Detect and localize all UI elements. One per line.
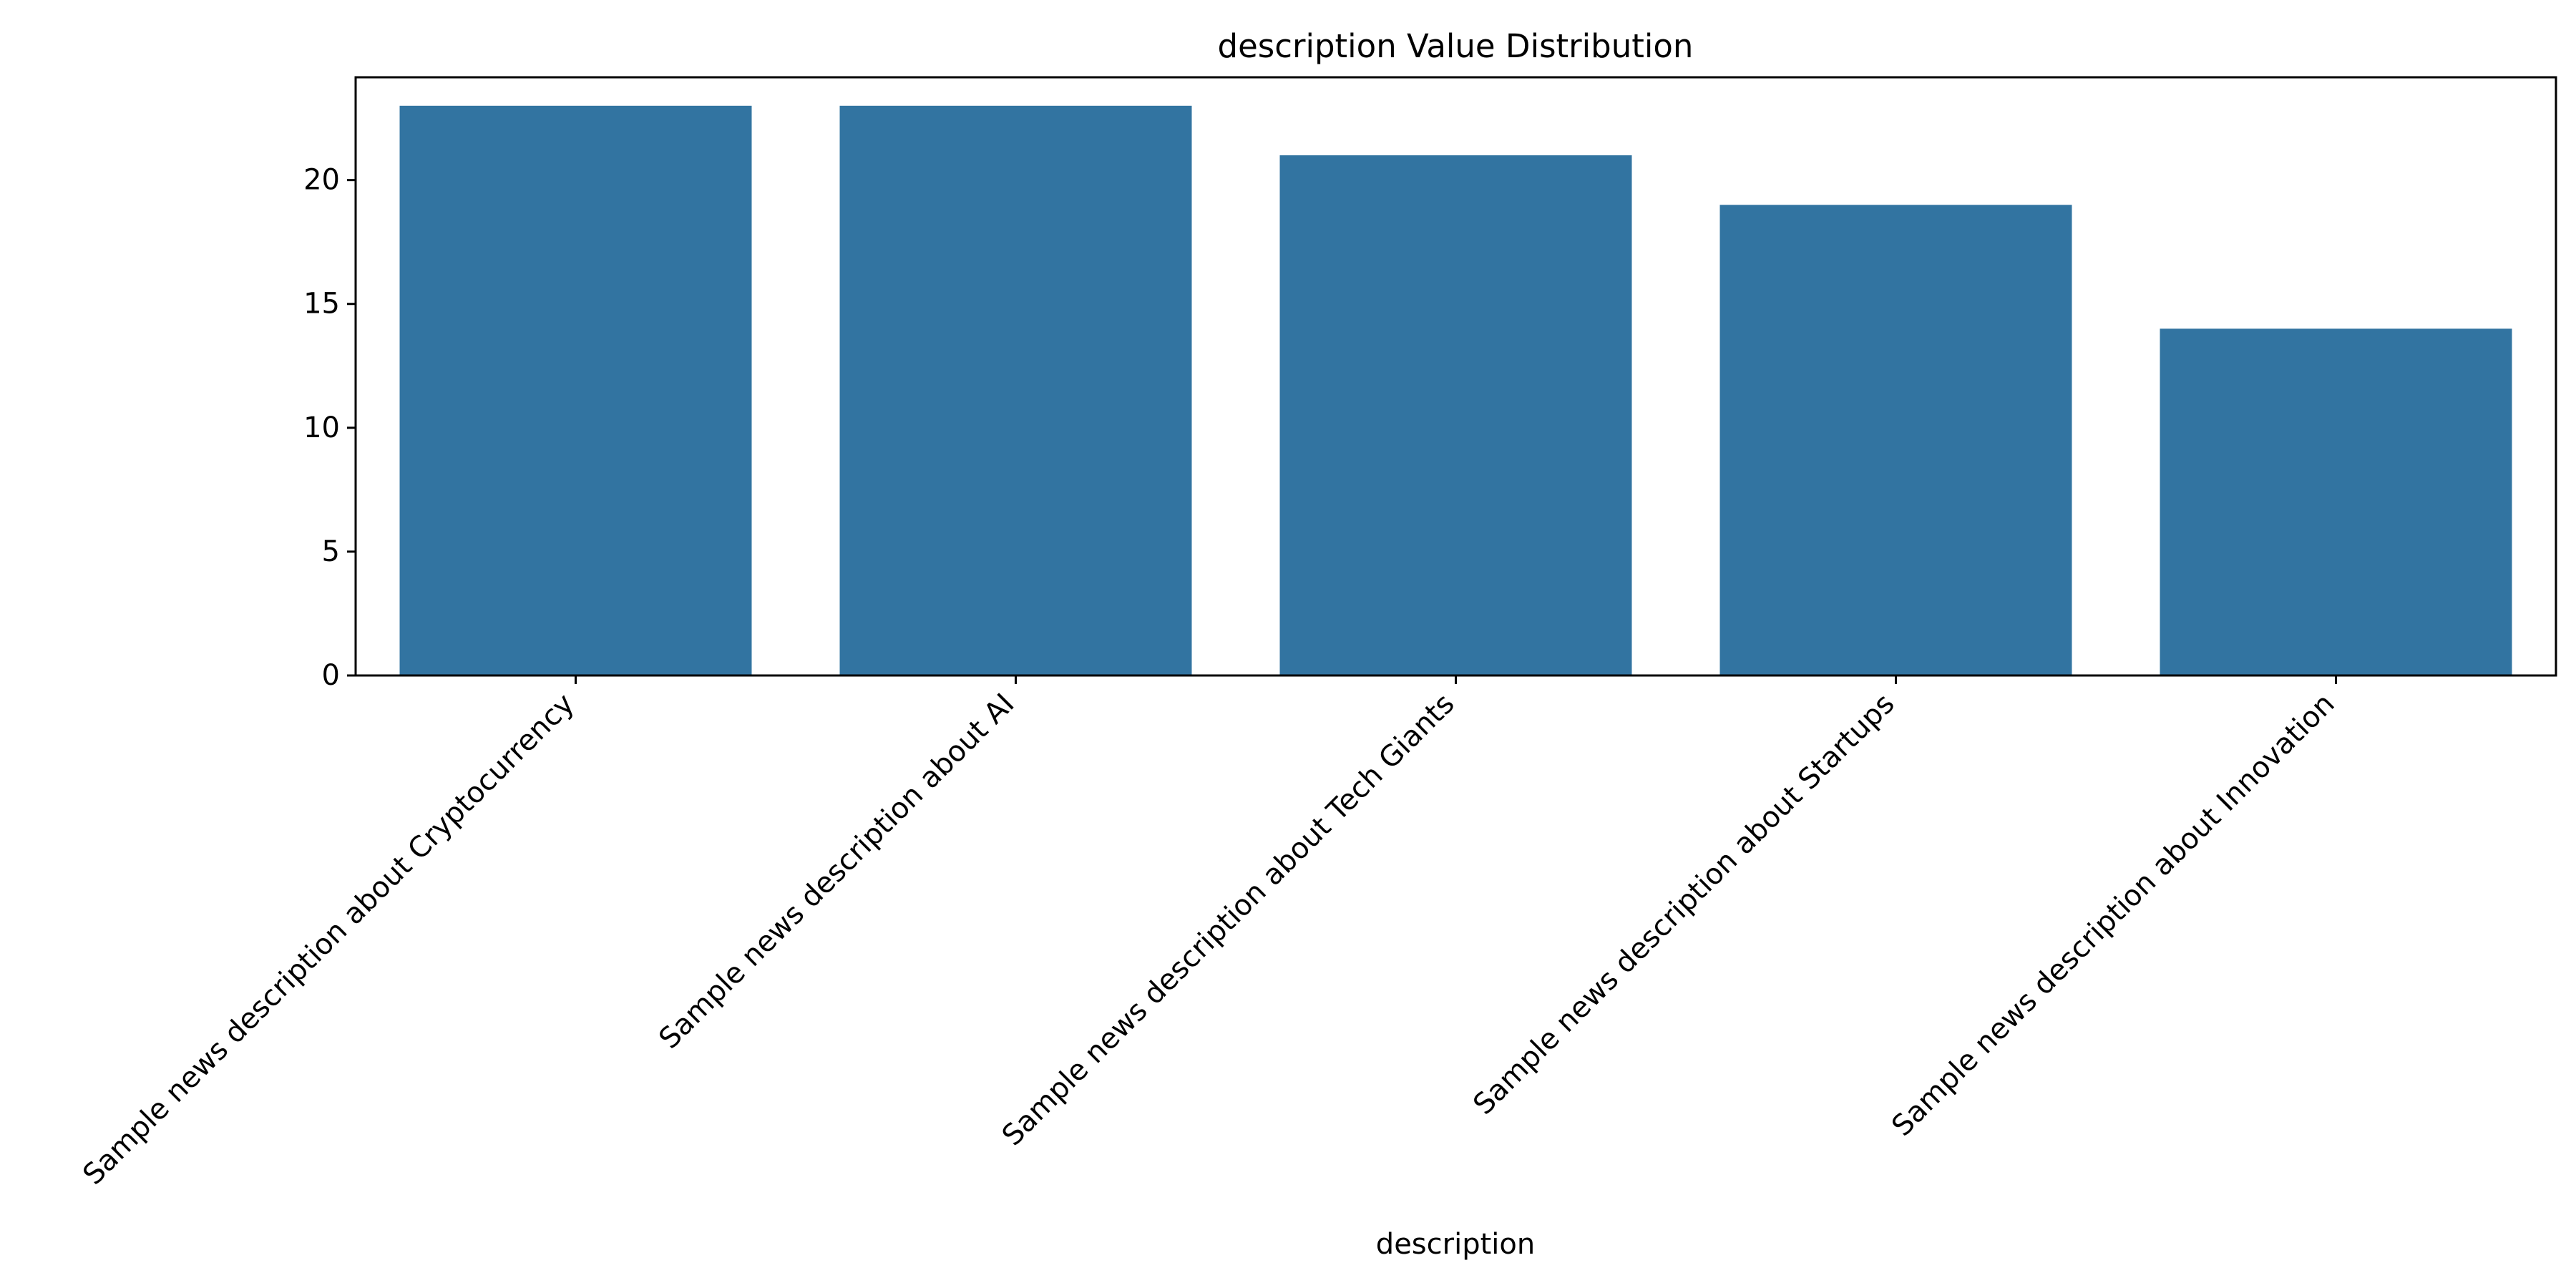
x-axis-label: description [1376, 1228, 1535, 1261]
bar [1279, 155, 1632, 676]
y-axis: 0 5 10 15 20 [303, 164, 356, 692]
bar [2160, 328, 2512, 675]
y-tick-label: 0 [322, 659, 340, 692]
plot-frame [354, 76, 2557, 677]
y-tick-label: 5 [322, 535, 340, 568]
bar [1719, 205, 2072, 675]
y-tick-label: 15 [303, 288, 340, 321]
chart-title: description Value Distribution [1218, 27, 1694, 65]
bars-group [399, 105, 2512, 676]
y-tick-label: 10 [303, 411, 340, 444]
bar [399, 105, 752, 676]
y-tick-label: 20 [303, 164, 340, 197]
bar [839, 105, 1192, 676]
